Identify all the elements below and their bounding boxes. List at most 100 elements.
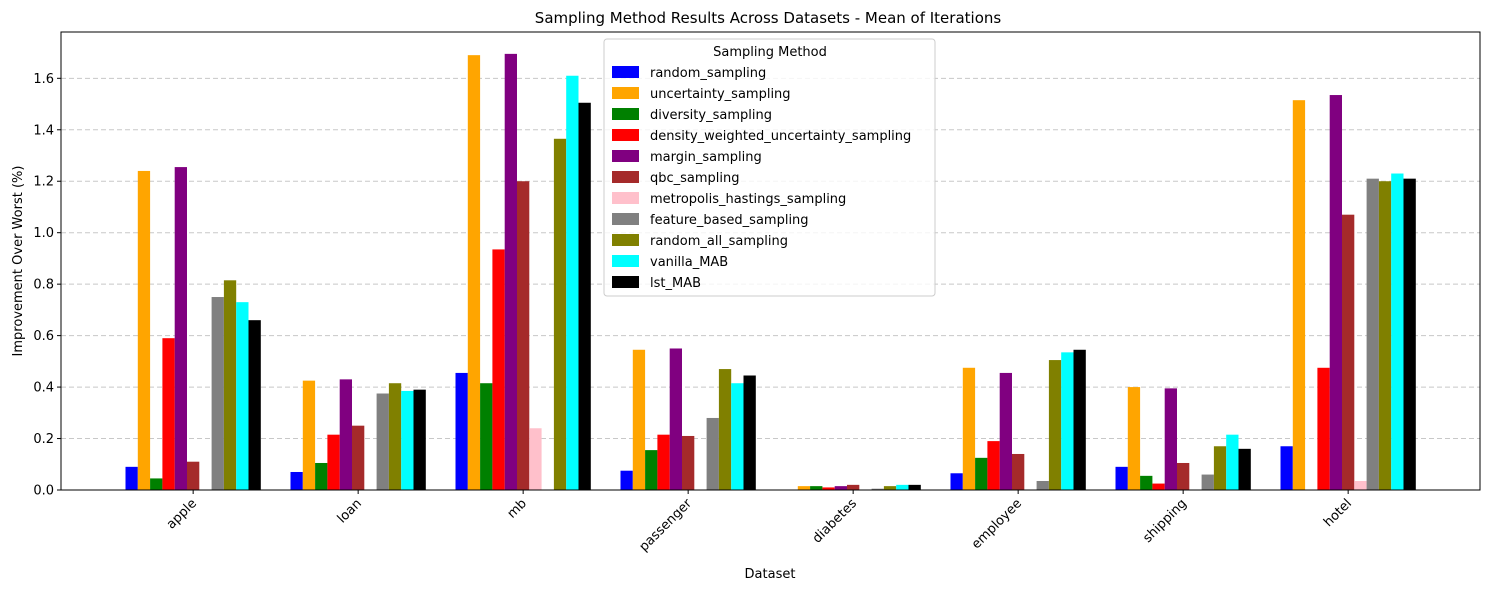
x-tick-label: loan — [335, 496, 365, 526]
bar — [962, 367, 976, 490]
bar — [847, 484, 860, 490]
legend-swatch — [612, 108, 639, 120]
legend-swatch — [612, 276, 639, 288]
bar — [137, 170, 151, 490]
bar — [1366, 178, 1379, 491]
x-tick-label: passenger — [637, 496, 696, 555]
y-tick-label: 0.4 — [33, 381, 54, 396]
bar — [1317, 367, 1330, 490]
bar — [834, 486, 847, 490]
bar — [908, 484, 921, 490]
legend-swatch — [612, 150, 639, 162]
bar — [339, 379, 352, 490]
bar — [492, 249, 505, 490]
y-axis-ticks: 0.0 0.2 0.4 0.6 0.8 1.0 1.2 1.4 1.6 — [33, 72, 61, 499]
bar — [1378, 181, 1392, 490]
x-tick-label: hotel — [1321, 496, 1355, 530]
legend-entry: diversity_sampling — [650, 108, 772, 123]
bar — [975, 457, 988, 490]
bar — [810, 486, 823, 490]
x-tick-label: mb — [505, 496, 530, 521]
legend-swatch — [612, 129, 639, 141]
bar — [566, 75, 579, 490]
bar — [1292, 100, 1306, 490]
bar — [388, 383, 402, 490]
legend-swatch — [612, 192, 639, 204]
bar — [1403, 178, 1416, 491]
bar — [632, 349, 646, 490]
bar — [1342, 214, 1355, 490]
bar — [504, 53, 517, 490]
y-tick-label: 0.8 — [33, 278, 54, 293]
bar — [162, 338, 175, 490]
legend-swatch — [612, 234, 639, 246]
bar — [950, 473, 963, 490]
bar — [211, 297, 224, 490]
bar — [743, 375, 756, 490]
bar — [302, 380, 316, 490]
bar — [1280, 446, 1293, 490]
bar — [896, 484, 909, 490]
bar — [125, 466, 138, 490]
legend-swatch — [612, 66, 639, 78]
y-tick-label: 1.6 — [33, 72, 54, 87]
bar — [620, 470, 633, 490]
legend-entry: density_weighted_uncertainty_sampling — [650, 129, 911, 144]
bar — [517, 181, 530, 490]
grid-lines — [61, 77, 1480, 440]
plot-frame — [60, 31, 1481, 491]
x-tick-label: employee — [969, 496, 1025, 552]
bar — [1048, 360, 1062, 490]
bar — [718, 369, 732, 490]
legend-entry: vanilla_MAB — [650, 255, 728, 270]
legend-swatch — [612, 87, 639, 99]
bar — [1226, 434, 1239, 490]
bar — [999, 372, 1012, 490]
bar — [1152, 483, 1165, 490]
legend-entry: qbc_sampling — [650, 171, 740, 186]
bar — [1213, 446, 1227, 490]
bar — [248, 320, 261, 490]
x-tick-label: shipping — [1140, 496, 1190, 546]
bar — [174, 167, 187, 490]
bar — [1238, 448, 1251, 490]
bar — [657, 434, 670, 490]
bar — [352, 425, 365, 490]
bar — [480, 383, 493, 490]
bar — [706, 417, 719, 490]
x-tick-label: diabetes — [810, 496, 860, 546]
bar — [578, 102, 591, 491]
legend-entry: feature_based_sampling — [650, 213, 809, 228]
bars — [125, 53, 1416, 491]
legend-entry: random_all_sampling — [650, 234, 788, 249]
bar — [315, 462, 328, 490]
bar — [1073, 349, 1086, 490]
x-axis-label: Dataset — [745, 567, 796, 582]
bar — [1036, 480, 1049, 490]
bar — [290, 471, 303, 490]
bar — [413, 389, 426, 490]
bar — [1177, 462, 1190, 490]
bar — [467, 55, 481, 491]
y-tick-label: 1.0 — [33, 226, 54, 241]
legend-swatch — [612, 213, 639, 225]
bar — [1061, 352, 1074, 490]
bar — [871, 488, 884, 490]
bar — [669, 348, 682, 490]
bar — [401, 390, 414, 490]
bar — [1164, 388, 1177, 490]
legend-entry: metropolis_hastings_sampling — [650, 192, 846, 207]
y-tick-label: 0.0 — [33, 484, 54, 499]
bar — [455, 372, 468, 490]
bar — [1391, 173, 1404, 491]
bar — [553, 138, 567, 491]
legend-swatch — [612, 171, 639, 183]
chart-title: Sampling Method Results Across Datasets … — [535, 9, 1002, 27]
legend-entry: random_sampling — [650, 66, 766, 81]
bar — [1115, 466, 1128, 490]
bar — [187, 461, 200, 490]
legend-entry: uncertainty_sampling — [650, 87, 791, 102]
y-tick-label: 1.2 — [33, 175, 54, 190]
bar — [376, 393, 389, 490]
bar — [645, 450, 658, 490]
